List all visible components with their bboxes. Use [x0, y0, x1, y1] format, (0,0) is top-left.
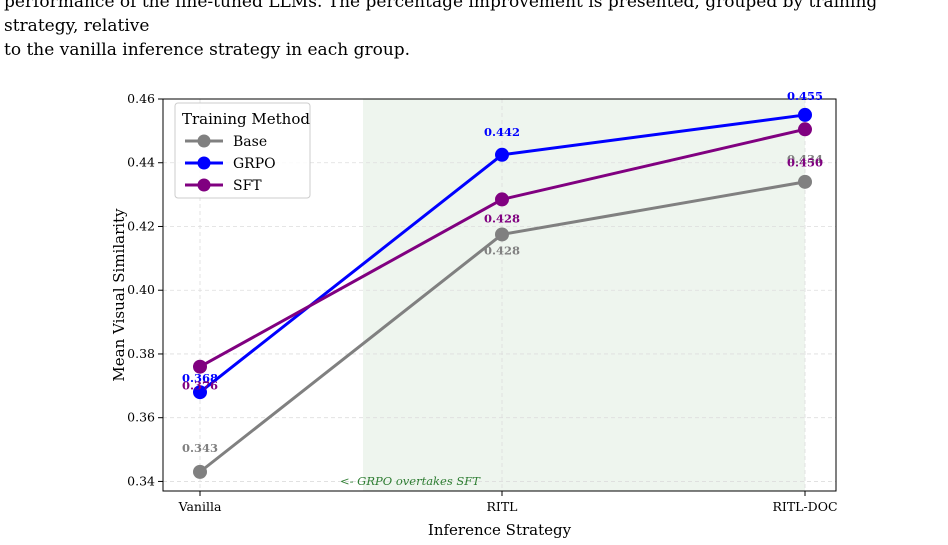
shaded-region [363, 99, 805, 491]
data-label-sft: 0.428 [484, 211, 520, 225]
data-labels-layer: 0.343 0.428 0.434 0.368 0.442 0.455 0.376 0.428… [182, 89, 823, 455]
legend-swatch-marker [197, 134, 211, 148]
x-tick-label: RITL [487, 499, 518, 514]
y-tick-label: 0.40 [127, 282, 155, 297]
series-layer [193, 107, 812, 479]
caption-line-1: performance of the fine-tuned LLMs. The … [4, 0, 878, 36]
data-label-sft: 0.450 [787, 155, 823, 169]
x-axis-label: Inference Strategy [428, 521, 572, 539]
y-tick-label: 0.38 [127, 346, 155, 361]
y-axis-label: Mean Visual Similarity [110, 208, 128, 382]
data-point-grpo [798, 107, 812, 122]
data-point-sft [798, 122, 812, 137]
data-label-sft: 0.376 [182, 379, 218, 393]
legend-box [174, 102, 311, 199]
data-label-grpo: 0.368 [182, 371, 218, 385]
x-tick-label: Vanilla [178, 499, 222, 514]
y-tick-label: 0.46 [127, 91, 155, 106]
data-point-base [798, 174, 812, 189]
data-label-base: 0.434 [787, 152, 823, 166]
y-tick-label: 0.42 [127, 218, 155, 233]
data-label-grpo: 0.455 [787, 89, 823, 103]
legend-label-grpo: GRPO [233, 156, 276, 172]
x-axis-ticks: Vanilla RITL RITL-DOC [178, 491, 838, 514]
legend-label-sft: SFT [233, 178, 262, 194]
y-tick-label: 0.44 [127, 155, 155, 170]
y-tick-label: 0.36 [127, 410, 155, 425]
data-point-base [495, 227, 509, 242]
legend: Training Method Base GRPO SFT [174, 102, 311, 199]
x-tick-label: RITL-DOC [772, 499, 837, 514]
data-label-grpo: 0.442 [484, 125, 520, 139]
data-point-grpo [193, 385, 207, 400]
legend-items: Base GRPO SFT [185, 134, 276, 194]
legend-label-base: Base [233, 134, 267, 150]
y-tick-label: 0.34 [127, 473, 155, 488]
data-point-grpo [495, 147, 509, 162]
y-axis-ticks: 0.34 0.36 0.38 0.40 0.42 0.44 0.46 [127, 91, 163, 488]
data-point-sft [193, 359, 207, 374]
legend-title: Training Method [182, 110, 310, 128]
data-label-base: 0.343 [182, 441, 218, 455]
data-point-base [193, 464, 207, 479]
legend-swatch-marker [197, 156, 211, 170]
figure-caption: performance of the fine-tuned LLMs. The … [0, 0, 948, 62]
legend-swatch-marker [197, 178, 211, 192]
plot-frame [162, 98, 837, 492]
caption-line-2: to the vanilla inference strategy in eac… [4, 40, 411, 60]
annotation-text: <- GRPO overtakes SFT [340, 474, 481, 488]
data-point-sft [495, 192, 509, 207]
data-label-base: 0.428 [484, 243, 520, 257]
